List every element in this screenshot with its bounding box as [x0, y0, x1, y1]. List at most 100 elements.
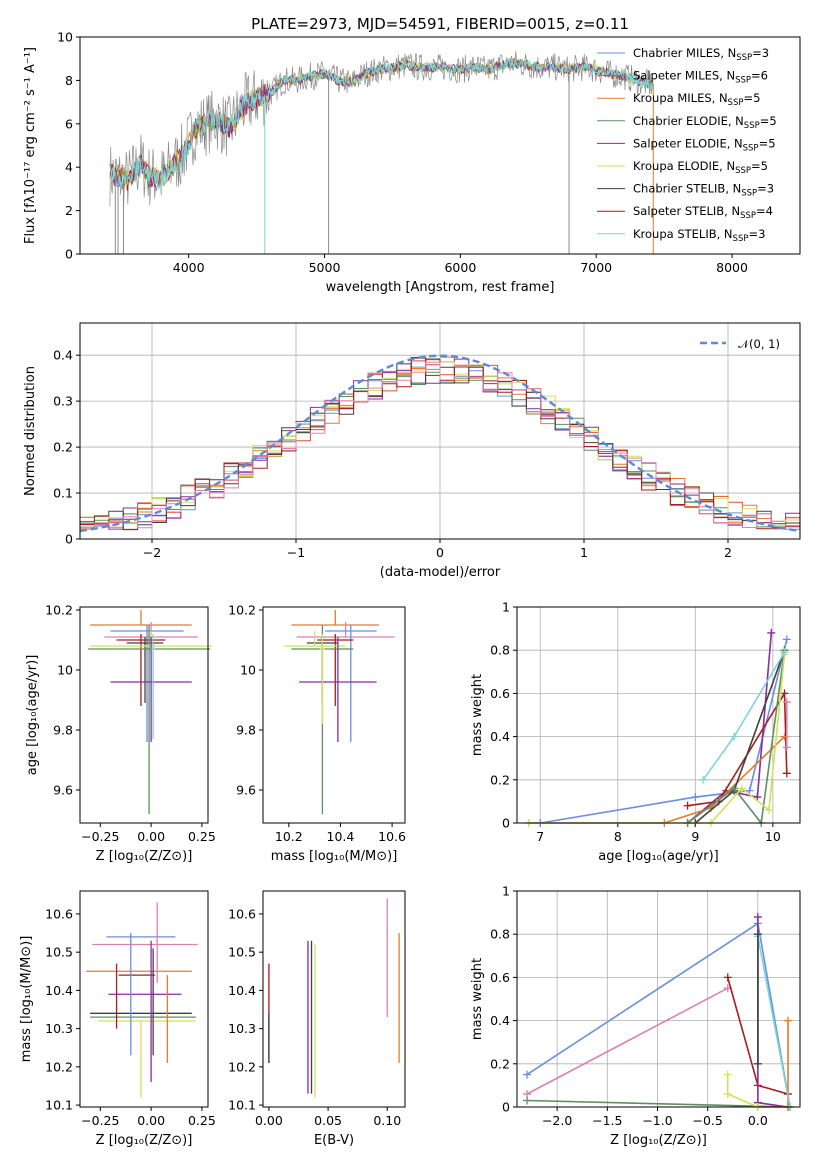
x-tick-label: 2 — [724, 545, 732, 560]
errorbar-point — [299, 637, 377, 742]
series-line-chabrier_elodie — [526, 1099, 791, 1108]
series-marker — [782, 635, 791, 644]
series-marker — [723, 1070, 732, 1079]
series-marker — [753, 1059, 762, 1068]
series-marker — [780, 689, 789, 698]
series-marker — [764, 806, 773, 815]
y-tick-label: 10.2 — [228, 603, 256, 618]
x-axis-label: (data-model)/error — [380, 565, 501, 580]
mass-vs-Z-panel: −0.25 0.00 0.25 10.1 10.2 10.3 10.4 10.5 10.6 Z [… — [19, 890, 216, 1148]
y-tick-label: 0 — [65, 247, 73, 262]
y-axis-label: age [log₁₀(age/yr)] — [25, 655, 40, 776]
y-tick-label: 4 — [65, 160, 73, 175]
y-tick-label: 9.6 — [53, 783, 73, 798]
series-marker — [737, 784, 746, 793]
mass-vs-EBV-panel: 0.00 0.05 0.10 10.1 10.2 10.3 10.4 10.5 10.6 E(B-… — [228, 890, 406, 1148]
y-tick-label: 0.8 — [490, 643, 510, 658]
y-tick-label: 10.2 — [45, 603, 73, 618]
residuals-panel: −2 −1 0 1 2 0 0.1 0.2 0.3 0.4 (data-model)/error No… — [23, 322, 801, 580]
legend-item: Salpeter ELODIE, NSSP=5 — [597, 136, 776, 153]
x-tick-label: 1 — [580, 545, 588, 560]
legend-label: Salpeter STELIB, NSSP=4 — [633, 204, 773, 221]
legend-label: Salpeter MILES, NSSP=6 — [633, 69, 768, 86]
series-marker — [730, 732, 739, 741]
y-tick-label: 10 — [240, 663, 256, 678]
x-tick-label: 8 — [614, 829, 622, 844]
x-tick-label: −1 — [287, 545, 305, 560]
errorbar-point — [151, 634, 156, 739]
errorbar-point — [126, 637, 164, 703]
y-tick-label: 9.8 — [236, 723, 256, 738]
series-marker — [782, 743, 791, 752]
age-vs-mass-panel: 10.2 10.4 10.6 9.6 9.8 10 10.2 mass [log₁₀(M/M⊙… — [228, 603, 406, 865]
y-tick-label: 0 — [65, 532, 73, 547]
series-marker — [782, 769, 791, 778]
legend-label: Chabrier STELIB, NSSP=3 — [633, 182, 774, 199]
legend-label: Kroupa ELODIE, NSSP=5 — [633, 159, 768, 176]
legend-item: Chabrier MILES, NSSP=3 — [597, 46, 769, 63]
x-tick-label: −0.25 — [81, 829, 119, 844]
spectrum-panel: PLATE=2973, MJD=54591, FIBERID=0015, z=0… — [23, 15, 801, 295]
x-tick-label: −1.5 — [592, 1113, 622, 1128]
axes-frame — [516, 890, 801, 1108]
series-marker — [730, 784, 739, 793]
y-tick-label: 10.6 — [228, 906, 256, 921]
y-tick-label: 0.6 — [490, 686, 510, 701]
y-tick-label: 0 — [502, 816, 510, 831]
x-tick-label: 0.0 — [748, 1113, 768, 1128]
legend-label: Salpeter ELODIE, NSSP=5 — [633, 136, 776, 153]
x-tick-label: 5000 — [309, 260, 341, 275]
x-tick-label: 0.00 — [137, 829, 165, 844]
axes-frame — [79, 322, 801, 540]
errorbar-point — [110, 637, 192, 742]
axes-frame — [79, 606, 209, 824]
y-tick-label: 0.2 — [490, 1056, 510, 1071]
x-axis-label: Z [log₁₀(Z/Z⊙)] — [610, 1133, 707, 1148]
y-tick-label: 10.5 — [228, 945, 256, 960]
x-axis-label: mass [log₁₀(M/M⊙)] — [271, 849, 398, 864]
errorbar-point — [90, 610, 192, 626]
x-tick-label: 7000 — [580, 260, 612, 275]
legend-label: Kroupa MILES, NSSP=5 — [633, 91, 760, 108]
spectrum-lines — [109, 50, 654, 254]
y-axis-label: Normed distribution — [23, 366, 38, 496]
y-tick-label: 10.5 — [45, 945, 73, 960]
series-marker — [745, 786, 754, 795]
y-tick-label: 10.1 — [45, 1098, 73, 1113]
series-line-chabrier_elodie — [687, 650, 786, 825]
legend-item: Salpeter STELIB, NSSP=4 — [597, 204, 773, 221]
x-tick-label: −1.0 — [642, 1113, 672, 1128]
axes-frame — [79, 36, 801, 255]
x-tick-label: 9 — [691, 829, 699, 844]
legend-label: Chabrier MILES, NSSP=3 — [633, 46, 769, 63]
y-tick-label: 10.2 — [45, 1059, 73, 1074]
y-tick-label: 0 — [502, 1100, 510, 1115]
legend-item: Kroupa ELODIE, NSSP=5 — [597, 159, 768, 176]
series-marker — [753, 912, 762, 921]
y-tick-label: 10.3 — [45, 1021, 73, 1036]
y-tick-label: 0.2 — [53, 440, 73, 455]
errorbar-point — [319, 634, 325, 724]
y-tick-label: 8 — [65, 73, 73, 88]
x-tick-label: −0.25 — [81, 1113, 119, 1128]
legend-item: Kroupa MILES, NSSP=5 — [597, 91, 760, 108]
x-tick-label: 6000 — [444, 260, 476, 275]
x-tick-label: 0.00 — [255, 1113, 283, 1128]
errorbar-point — [291, 610, 380, 626]
y-tick-label: 0.4 — [490, 729, 510, 744]
x-tick-label: −2 — [143, 545, 161, 560]
series-line-pink — [526, 987, 729, 1095]
errorbar-point — [283, 631, 346, 647]
x-tick-label: 10 — [765, 829, 781, 844]
y-tick-label: 10.2 — [228, 1059, 256, 1074]
axes-frame — [262, 890, 406, 1108]
series-line-kroupa_elodie — [726, 1074, 759, 1108]
errorbar-point — [110, 625, 184, 742]
series-line-chabrier_miles — [526, 922, 791, 1108]
chart-title: PLATE=2973, MJD=54591, FIBERID=0015, z=0… — [251, 15, 629, 33]
y-tick-label: 0.6 — [490, 970, 510, 985]
series-marker — [523, 1070, 532, 1079]
series-marker — [767, 628, 776, 637]
gaussian-curve — [80, 354, 800, 533]
